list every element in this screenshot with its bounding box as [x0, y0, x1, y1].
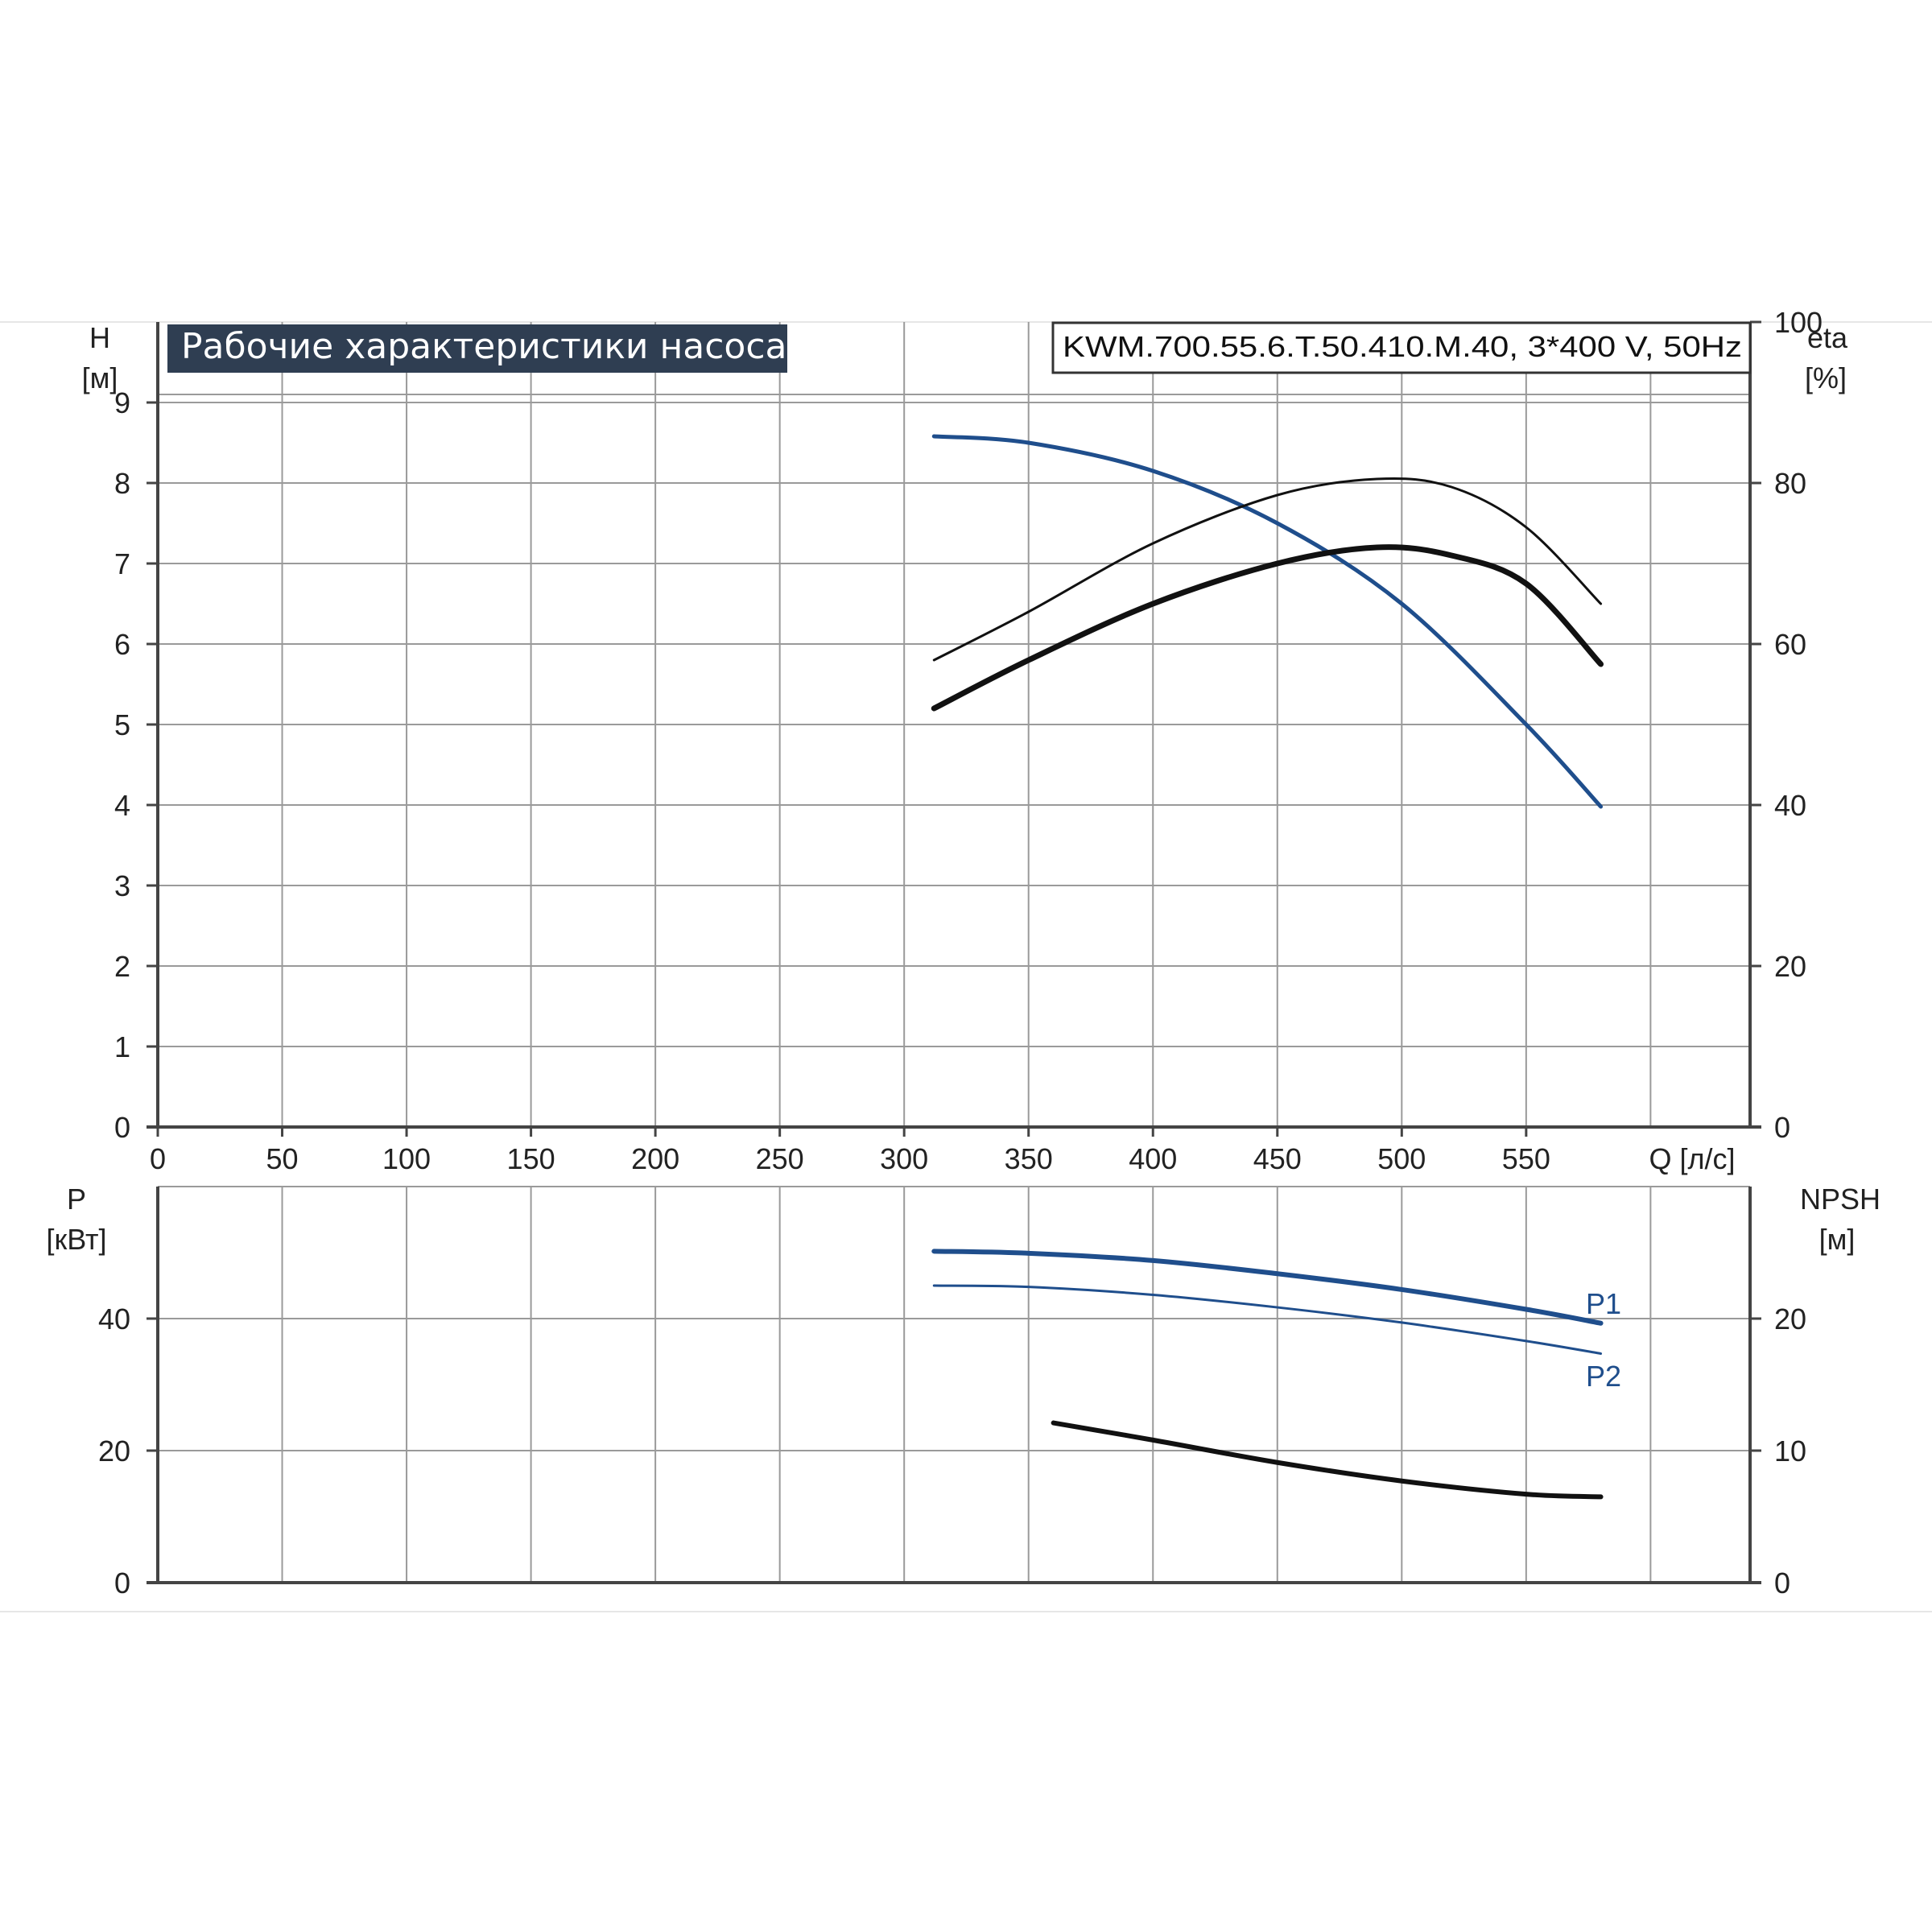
left-tick-label: 0 — [114, 1111, 130, 1144]
top-panel-grid — [158, 322, 1750, 1127]
left-tick-label: 6 — [114, 628, 130, 661]
x-tick-label: 200 — [631, 1142, 679, 1175]
top-left-axis-unit: [м] — [82, 361, 118, 394]
series-label-p2: P2 — [1586, 1360, 1621, 1393]
right-tick-label: 10 — [1774, 1435, 1806, 1468]
bottom-right-axis-title: NPSH — [1800, 1183, 1880, 1216]
left-tick-label: 5 — [114, 708, 130, 741]
right-tick-label: 20 — [1774, 950, 1806, 983]
model-text: KWM.700.55.6.T.50.410.M.40, 3*400 V, 50H… — [1063, 330, 1742, 363]
left-tick-label: 20 — [98, 1435, 130, 1468]
right-tick-label: 40 — [1774, 789, 1806, 822]
left-tick-label: 7 — [114, 547, 130, 580]
curves — [931, 434, 1604, 1500]
top-right-axis-title: eta — [1807, 321, 1848, 354]
model-box — [1051, 321, 1752, 374]
curve-0-1 — [932, 477, 1603, 662]
right-tick-label: 20 — [1774, 1302, 1806, 1335]
top-right-axis-unit: [%] — [1805, 361, 1847, 394]
curve-1-0 — [931, 1249, 1604, 1326]
bottom-left-axis-unit: [кВт] — [46, 1223, 106, 1256]
bottom-panel-grid — [158, 1186, 1750, 1583]
right-tick-label: 100 — [1774, 306, 1823, 339]
left-tick-label: 8 — [114, 467, 130, 500]
series-label-p1: P1 — [1586, 1287, 1621, 1320]
x-tick-label: 150 — [507, 1142, 555, 1175]
title-background — [167, 324, 787, 373]
left-tick-label: 4 — [114, 789, 130, 822]
x-tick-label: 300 — [880, 1142, 928, 1175]
left-tick-label: 0 — [114, 1567, 130, 1600]
x-tick-label: 550 — [1502, 1142, 1550, 1175]
curve-1-2 — [1051, 1420, 1604, 1500]
curve-0-2 — [931, 544, 1604, 712]
x-tick-label: 350 — [1005, 1142, 1053, 1175]
x-tick-label: 50 — [266, 1142, 299, 1175]
chart-title: Рабочие характеристики насоса — [181, 326, 786, 367]
right-tick-label: 0 — [1774, 1567, 1790, 1600]
x-tick-label: 500 — [1377, 1142, 1426, 1175]
curve-1-1 — [932, 1284, 1603, 1355]
bottom-left-axis-title: P — [67, 1183, 86, 1216]
x-tick-label: 400 — [1129, 1142, 1177, 1175]
left-tick-label: 2 — [114, 950, 130, 983]
right-tick-label: 60 — [1774, 628, 1806, 661]
left-tick-label: 40 — [98, 1302, 130, 1335]
x-tick-label: 250 — [756, 1142, 804, 1175]
x-tick-label: 100 — [382, 1142, 431, 1175]
top-left-axis-title: H — [89, 321, 110, 354]
bottom-right-axis-unit: [м] — [1819, 1223, 1856, 1256]
x-tick-label: 0 — [150, 1142, 166, 1175]
curve-0-0 — [931, 434, 1604, 809]
left-tick-label: 1 — [114, 1030, 130, 1063]
x-tick-label: 450 — [1253, 1142, 1302, 1175]
left-tick-label: 3 — [114, 869, 130, 902]
right-tick-label: 0 — [1774, 1111, 1790, 1144]
axes — [147, 320, 1761, 1584]
x-axis-title: Q [л/с] — [1649, 1142, 1735, 1175]
right-tick-label: 80 — [1774, 467, 1806, 500]
left-tick-label: 9 — [114, 386, 130, 419]
